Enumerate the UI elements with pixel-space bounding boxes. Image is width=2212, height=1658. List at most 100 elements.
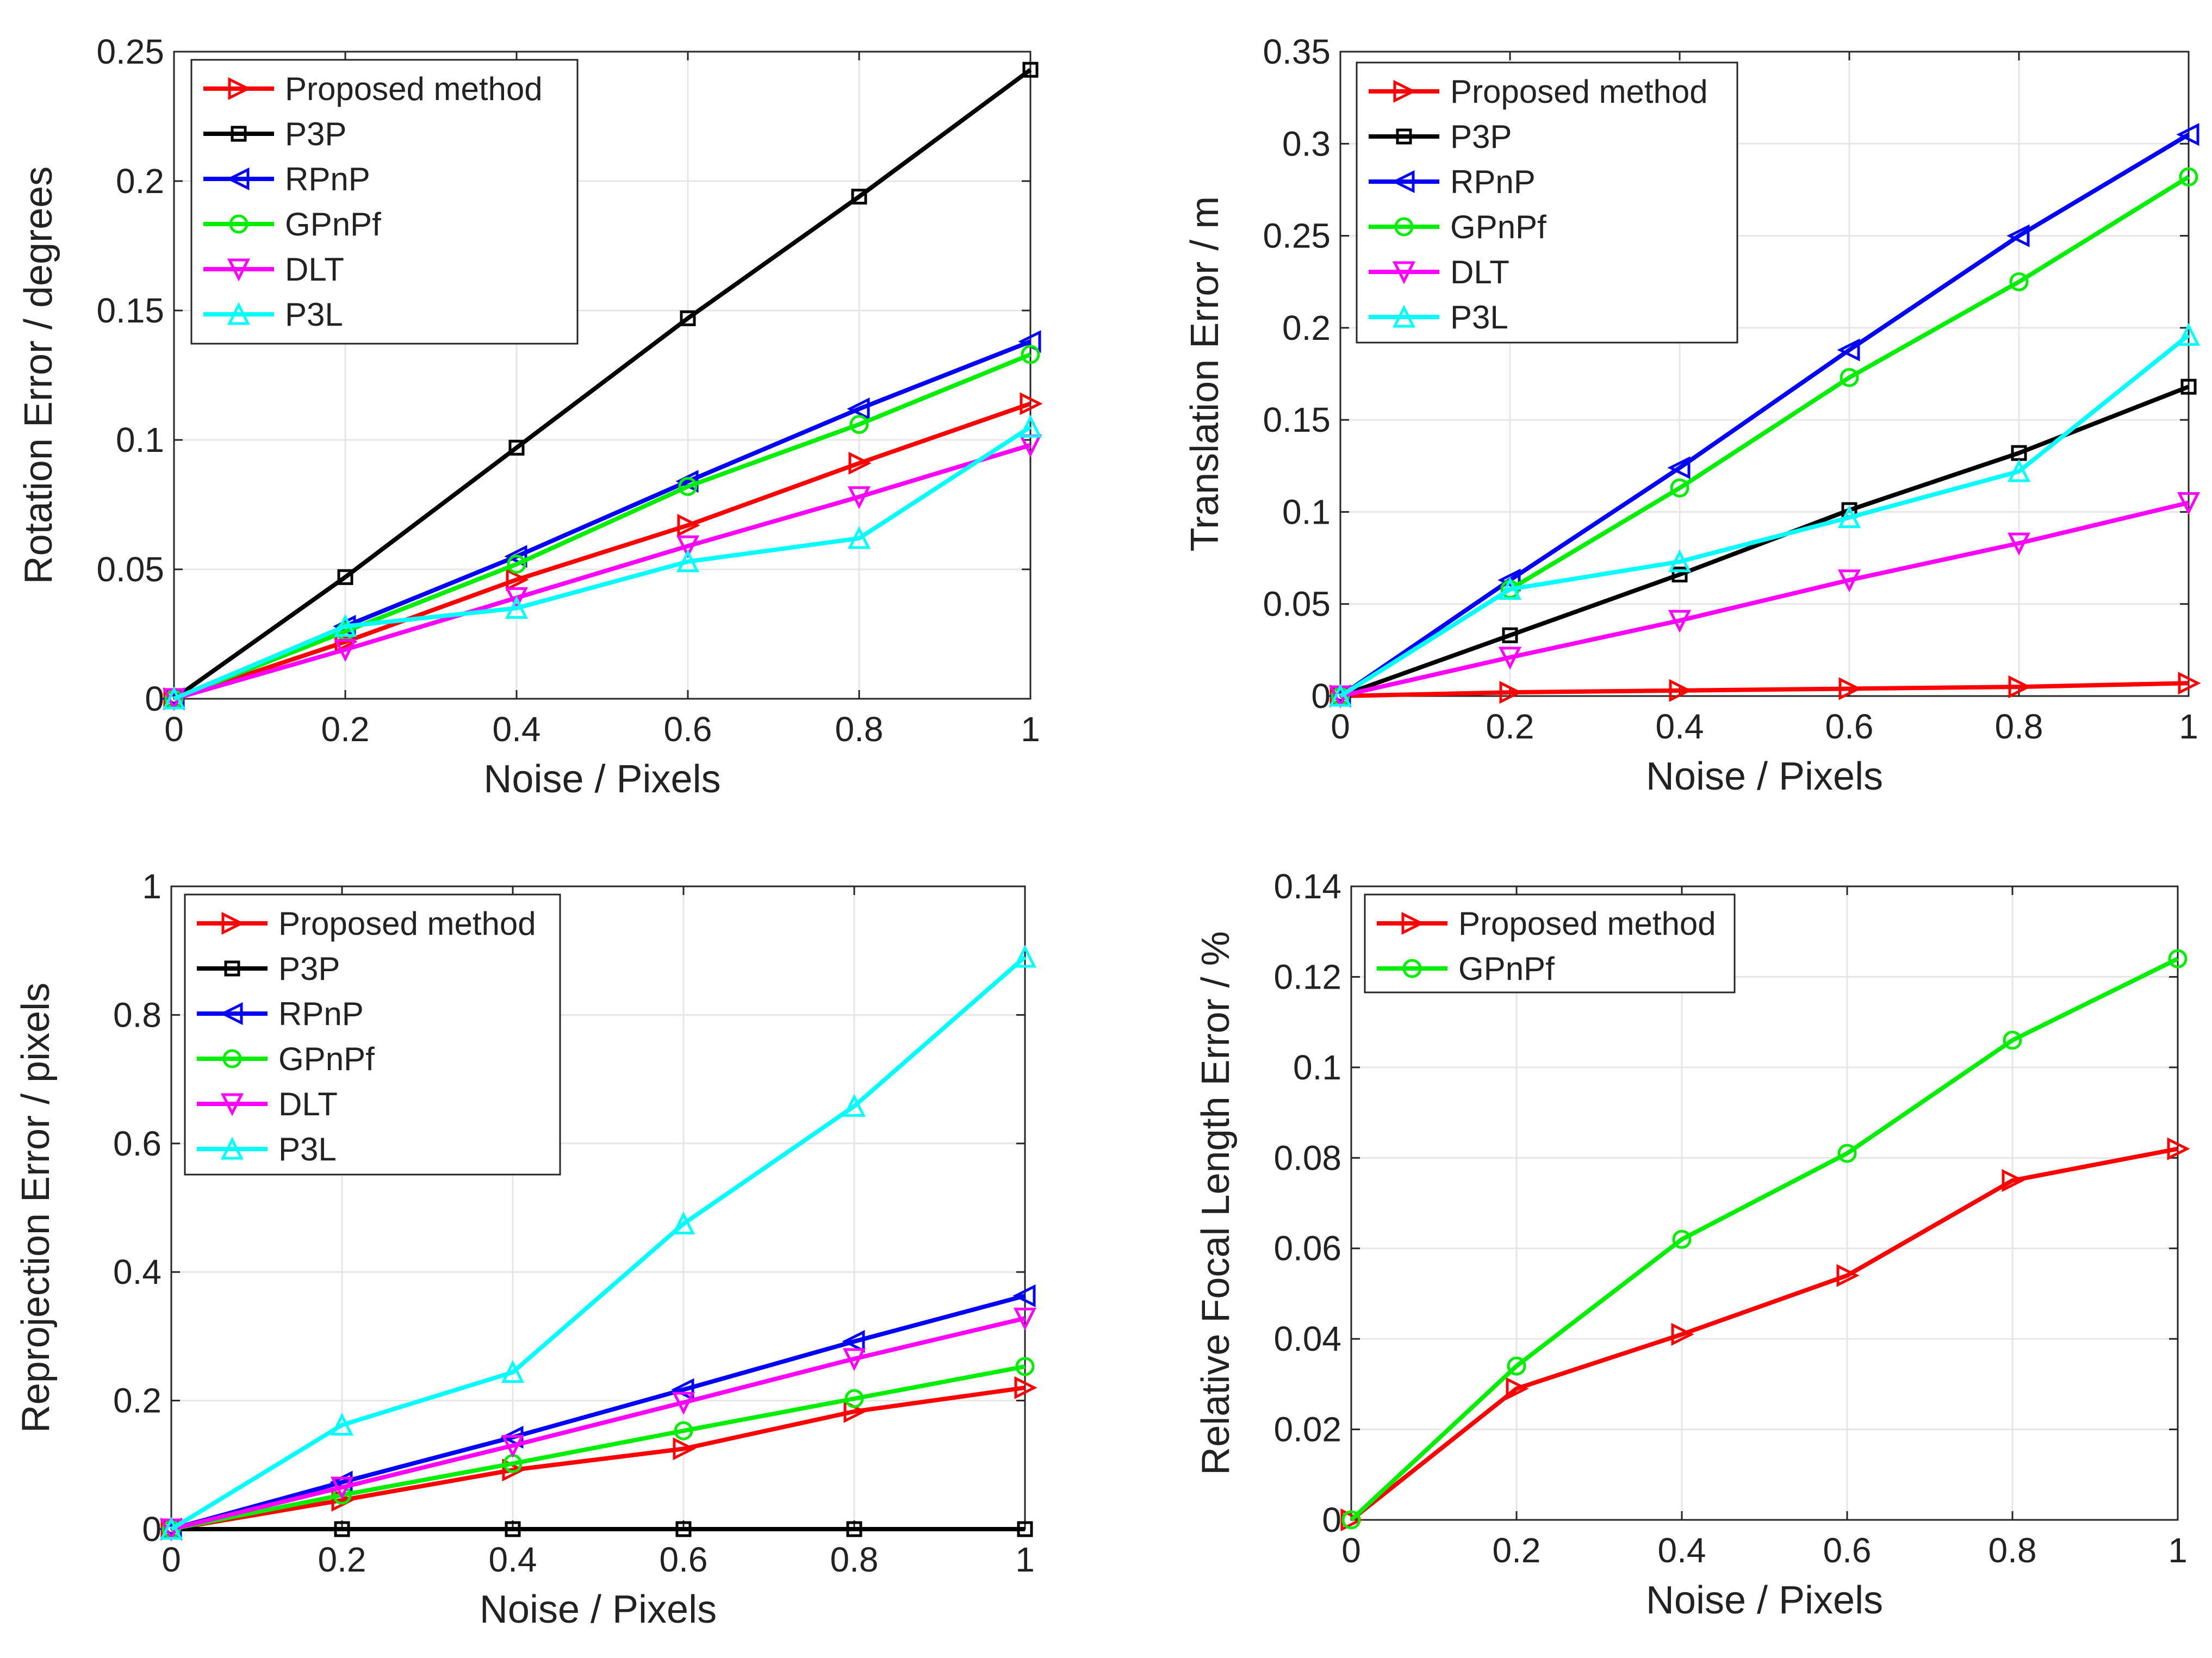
- data-point: [501, 1435, 525, 1458]
- y-tick-label: 0.2: [113, 1381, 161, 1420]
- x-tick-label: 0.8: [830, 1540, 879, 1579]
- y-axis-label: Relative Focal Length Error / %: [1194, 931, 1238, 1475]
- data-point: [337, 569, 353, 585]
- x-tick-label: 0.4: [489, 1540, 537, 1579]
- data-point: [2177, 492, 2201, 516]
- series-line: [173, 401, 1032, 701]
- data-point: [674, 1421, 693, 1440]
- legend-box: [1356, 61, 1738, 344]
- series-line: [1350, 957, 2179, 1522]
- legend-label: P3L: [285, 296, 343, 333]
- legend-marker: [228, 77, 251, 101]
- legend-item-p3l: P3L: [1369, 299, 1508, 336]
- legend-item-rpnp: RPnP: [1369, 164, 1536, 200]
- legend-marker: [222, 1049, 242, 1069]
- data-point: [504, 545, 527, 568]
- legend-marker: [220, 1137, 244, 1160]
- legend-marker: [229, 214, 248, 234]
- data-point: [2002, 1169, 2025, 1192]
- legend-item-proposed-method: Proposed method: [1377, 905, 1716, 942]
- data-point: [330, 1412, 354, 1436]
- x-tick-label: 1: [2168, 1531, 2188, 1570]
- x-tick-label: 0.2: [321, 710, 370, 749]
- data-point: [1498, 568, 1521, 592]
- data-point: [505, 587, 529, 610]
- data-point: [330, 1476, 354, 1500]
- x-tick-label: 0.6: [1825, 707, 1874, 746]
- y-tick-label: 0.35: [1263, 32, 1331, 71]
- axes-box: [1350, 885, 2179, 1521]
- data-point: [1507, 1356, 1526, 1376]
- data-point: [1017, 1521, 1033, 1537]
- chart-rotation: 0 0.2 0.4 0.6 0.8 1 0 0.05 0.1 0.15 0.2 0.25 Noise /…: [17, 32, 1043, 801]
- data-point: [2003, 1030, 2022, 1050]
- y-tick-label: 0.04: [1273, 1319, 1341, 1358]
- y-tick-label: 0.6: [113, 1124, 161, 1163]
- legend-box: [184, 893, 561, 1176]
- y-tick-label: 0.1: [1293, 1048, 1341, 1087]
- series-line: [170, 955, 1027, 1531]
- legend-item-p3l: P3L: [197, 1131, 337, 1168]
- ticks: 0 0.2 0.4 0.6 0.8 1 0 0.2 0.4 0.6 0.8 1: [113, 867, 1035, 1579]
- x-tick-label: 0: [161, 1540, 181, 1579]
- data-point: [1837, 1144, 1857, 1163]
- legend-marker: [220, 1002, 243, 1026]
- legend-label: P3P: [285, 116, 346, 152]
- ticks: 0 0.2 0.4 0.6 0.8 1 0 0.02 0.04 0.06 0.08 0.1 0.12 0.…: [1273, 867, 2187, 1570]
- legend-marker: [227, 302, 251, 325]
- y-tick-label: 0.12: [1273, 957, 1341, 996]
- series-p3l: [162, 414, 1042, 710]
- legend-item-proposed-method: Proposed method: [1369, 73, 1708, 110]
- series-line: [1340, 681, 2189, 698]
- data-point: [1668, 549, 1692, 573]
- legend-marker: [1394, 217, 1414, 237]
- legend-marker: [1391, 170, 1415, 194]
- y-tick-label: 0.4: [113, 1252, 161, 1291]
- series-line: [173, 443, 1032, 701]
- y-tick-label: 0.08: [1273, 1138, 1341, 1177]
- y-axis-label: Translation Error / m: [1183, 196, 1227, 551]
- data-point: [333, 639, 357, 662]
- legend-item-p3l: P3L: [203, 296, 343, 333]
- y-tick-label: 1: [142, 867, 161, 906]
- data-point: [2180, 378, 2197, 395]
- legend-marker: [224, 960, 240, 977]
- y-tick-label: 0.05: [1263, 585, 1331, 624]
- legend-marker: [227, 258, 251, 282]
- legend-label: GPnPf: [1450, 209, 1546, 245]
- series-line: [1339, 132, 2190, 698]
- legend-marker: [1396, 128, 1412, 145]
- y-tick-label: 0: [142, 1510, 161, 1549]
- x-axis-label: Noise / Pixels: [1646, 1579, 1883, 1622]
- y-tick-label: 0.05: [96, 550, 164, 589]
- x-tick-label: 0: [1341, 1531, 1361, 1570]
- x-tick-label: 1: [2179, 707, 2198, 746]
- x-tick-label: 0.4: [493, 710, 541, 749]
- data-point: [1840, 368, 1859, 387]
- y-tick-label: 0.1: [116, 420, 164, 459]
- y-tick-label: 0.15: [96, 291, 164, 330]
- legend-item-proposed-method: Proposed method: [197, 905, 536, 942]
- data-point: [1672, 1229, 1692, 1249]
- legend-label: RPnP: [285, 161, 370, 197]
- y-tick-label: 0: [145, 679, 164, 718]
- data-point: [507, 554, 526, 574]
- legend-item-gpnpf: GPnPf: [197, 1041, 375, 1077]
- data-point: [2176, 123, 2199, 146]
- data-point: [2009, 272, 2029, 291]
- series-line: [171, 1316, 1026, 1531]
- data-point: [672, 1392, 695, 1415]
- legend-label: P3L: [278, 1131, 337, 1168]
- legend-marker: [1392, 305, 1416, 328]
- x-tick-label: 0: [164, 710, 184, 749]
- data-point: [505, 595, 529, 619]
- data-point: [1672, 567, 1688, 583]
- y-tick-label: 0.25: [1263, 216, 1331, 256]
- legend-label: Proposed method: [1450, 73, 1708, 110]
- y-tick-label: 0.25: [96, 32, 164, 71]
- legend-label: P3P: [278, 951, 340, 987]
- data-point: [2007, 459, 2031, 482]
- data-point: [2178, 672, 2201, 695]
- x-tick-label: 0.8: [835, 710, 884, 749]
